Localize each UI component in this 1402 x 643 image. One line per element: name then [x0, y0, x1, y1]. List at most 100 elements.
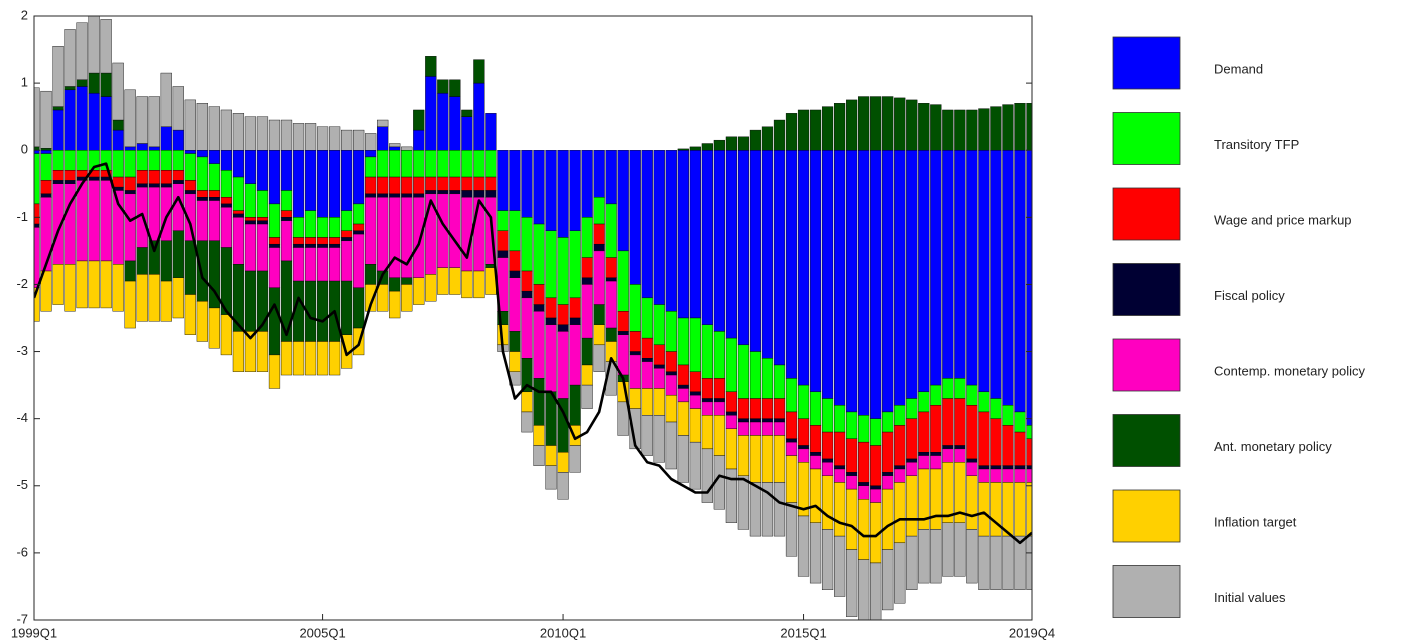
bar-segment [809, 455, 822, 470]
bar-segment [232, 331, 245, 372]
bar-segment [677, 364, 689, 386]
bar-segment [677, 435, 689, 483]
legend-swatch [1112, 187, 1181, 241]
bar-segment [557, 237, 569, 305]
bar-segment [809, 150, 822, 393]
bar-segment [160, 150, 172, 171]
bar-segment [749, 418, 762, 423]
bar-segment [858, 96, 870, 151]
bar-segment [136, 143, 148, 151]
bar-segment [172, 170, 184, 181]
bar-segment [797, 515, 810, 577]
bar-segment [341, 230, 353, 238]
bar-segment [882, 472, 894, 476]
bar-segment [292, 150, 305, 218]
bar-segment [569, 384, 581, 426]
bar-segment [569, 445, 581, 473]
bar-segment [846, 150, 858, 413]
bar-segment [930, 150, 942, 386]
bar-segment [713, 415, 725, 456]
bar-segment [593, 304, 605, 325]
bar-segment [124, 260, 136, 282]
bar-segment [701, 448, 713, 503]
bar-segment [124, 89, 136, 148]
bar-segment [280, 341, 293, 376]
bar-segment [341, 129, 353, 151]
bar-segment [641, 337, 653, 359]
bar-segment [966, 405, 978, 460]
bar-segment [268, 150, 281, 205]
bar-segment [954, 109, 966, 151]
bar-segment [1002, 104, 1014, 151]
bar-segment [509, 250, 521, 272]
bar-segment [256, 331, 269, 372]
bar-segment [124, 190, 136, 195]
bar-segment [653, 415, 665, 463]
bar-segment [533, 223, 545, 285]
bar-segment [990, 398, 1002, 419]
bar-segment [593, 196, 605, 225]
bar-segment [304, 123, 317, 151]
bar-segment [545, 445, 557, 466]
bar-segment [64, 86, 76, 91]
bar-segment [677, 388, 689, 403]
bar-segment [894, 97, 906, 151]
bar-segment [268, 237, 281, 245]
bar-segment [353, 223, 365, 231]
bar-segment [545, 317, 557, 325]
bar-segment [930, 529, 942, 584]
bar-segment [653, 364, 665, 369]
bar-segment [1002, 150, 1014, 406]
bar-segment [557, 150, 569, 238]
bar-segment [172, 230, 184, 278]
bar-segment [112, 150, 124, 178]
bar-segment [689, 408, 701, 443]
bar-segment [978, 468, 990, 483]
bar-segment [268, 243, 281, 248]
bar-segment [689, 317, 701, 372]
bar-segment [533, 445, 545, 466]
bar-segment [701, 415, 713, 450]
bar-segment [88, 180, 100, 262]
bar-segment [701, 150, 713, 325]
bar-segment [52, 106, 64, 111]
bar-segment [858, 150, 870, 416]
bar-segment [677, 317, 689, 366]
bar-segment [990, 535, 1002, 590]
bar-segment [148, 274, 160, 322]
bar-segment [713, 378, 725, 399]
bar-segment [413, 193, 425, 198]
bar-segment [40, 196, 52, 272]
bar-segment [942, 522, 954, 577]
bar-segment [100, 180, 112, 262]
bar-segment [52, 264, 64, 305]
bar-segment [821, 431, 834, 460]
bar-segment [172, 150, 184, 171]
bar-segment [894, 465, 906, 470]
bar-segment [40, 148, 52, 151]
bar-segment [377, 150, 389, 178]
bar-segment [413, 277, 425, 305]
y-tick-label: -5 [16, 477, 28, 492]
bar-segment [677, 384, 689, 389]
bar-segment [208, 200, 220, 242]
bar-segment [785, 441, 798, 456]
bar-segment [88, 176, 100, 181]
bar-segment [629, 331, 641, 352]
bar-segment [377, 284, 389, 312]
bar-segment [389, 277, 401, 292]
bar-segment [533, 425, 545, 446]
bar-segment [978, 535, 990, 590]
bar-segment [653, 344, 665, 366]
bar-segment [220, 170, 232, 198]
bar-segment [653, 368, 665, 389]
bar-segment [581, 277, 593, 285]
bar-segment [52, 180, 64, 184]
bar-segment [40, 193, 52, 198]
bar-segment [797, 384, 810, 419]
bar-segment [581, 257, 593, 278]
legend-label: Wage and price markup [1214, 212, 1352, 227]
bar-segment [677, 148, 689, 151]
bar-segment [605, 280, 617, 329]
